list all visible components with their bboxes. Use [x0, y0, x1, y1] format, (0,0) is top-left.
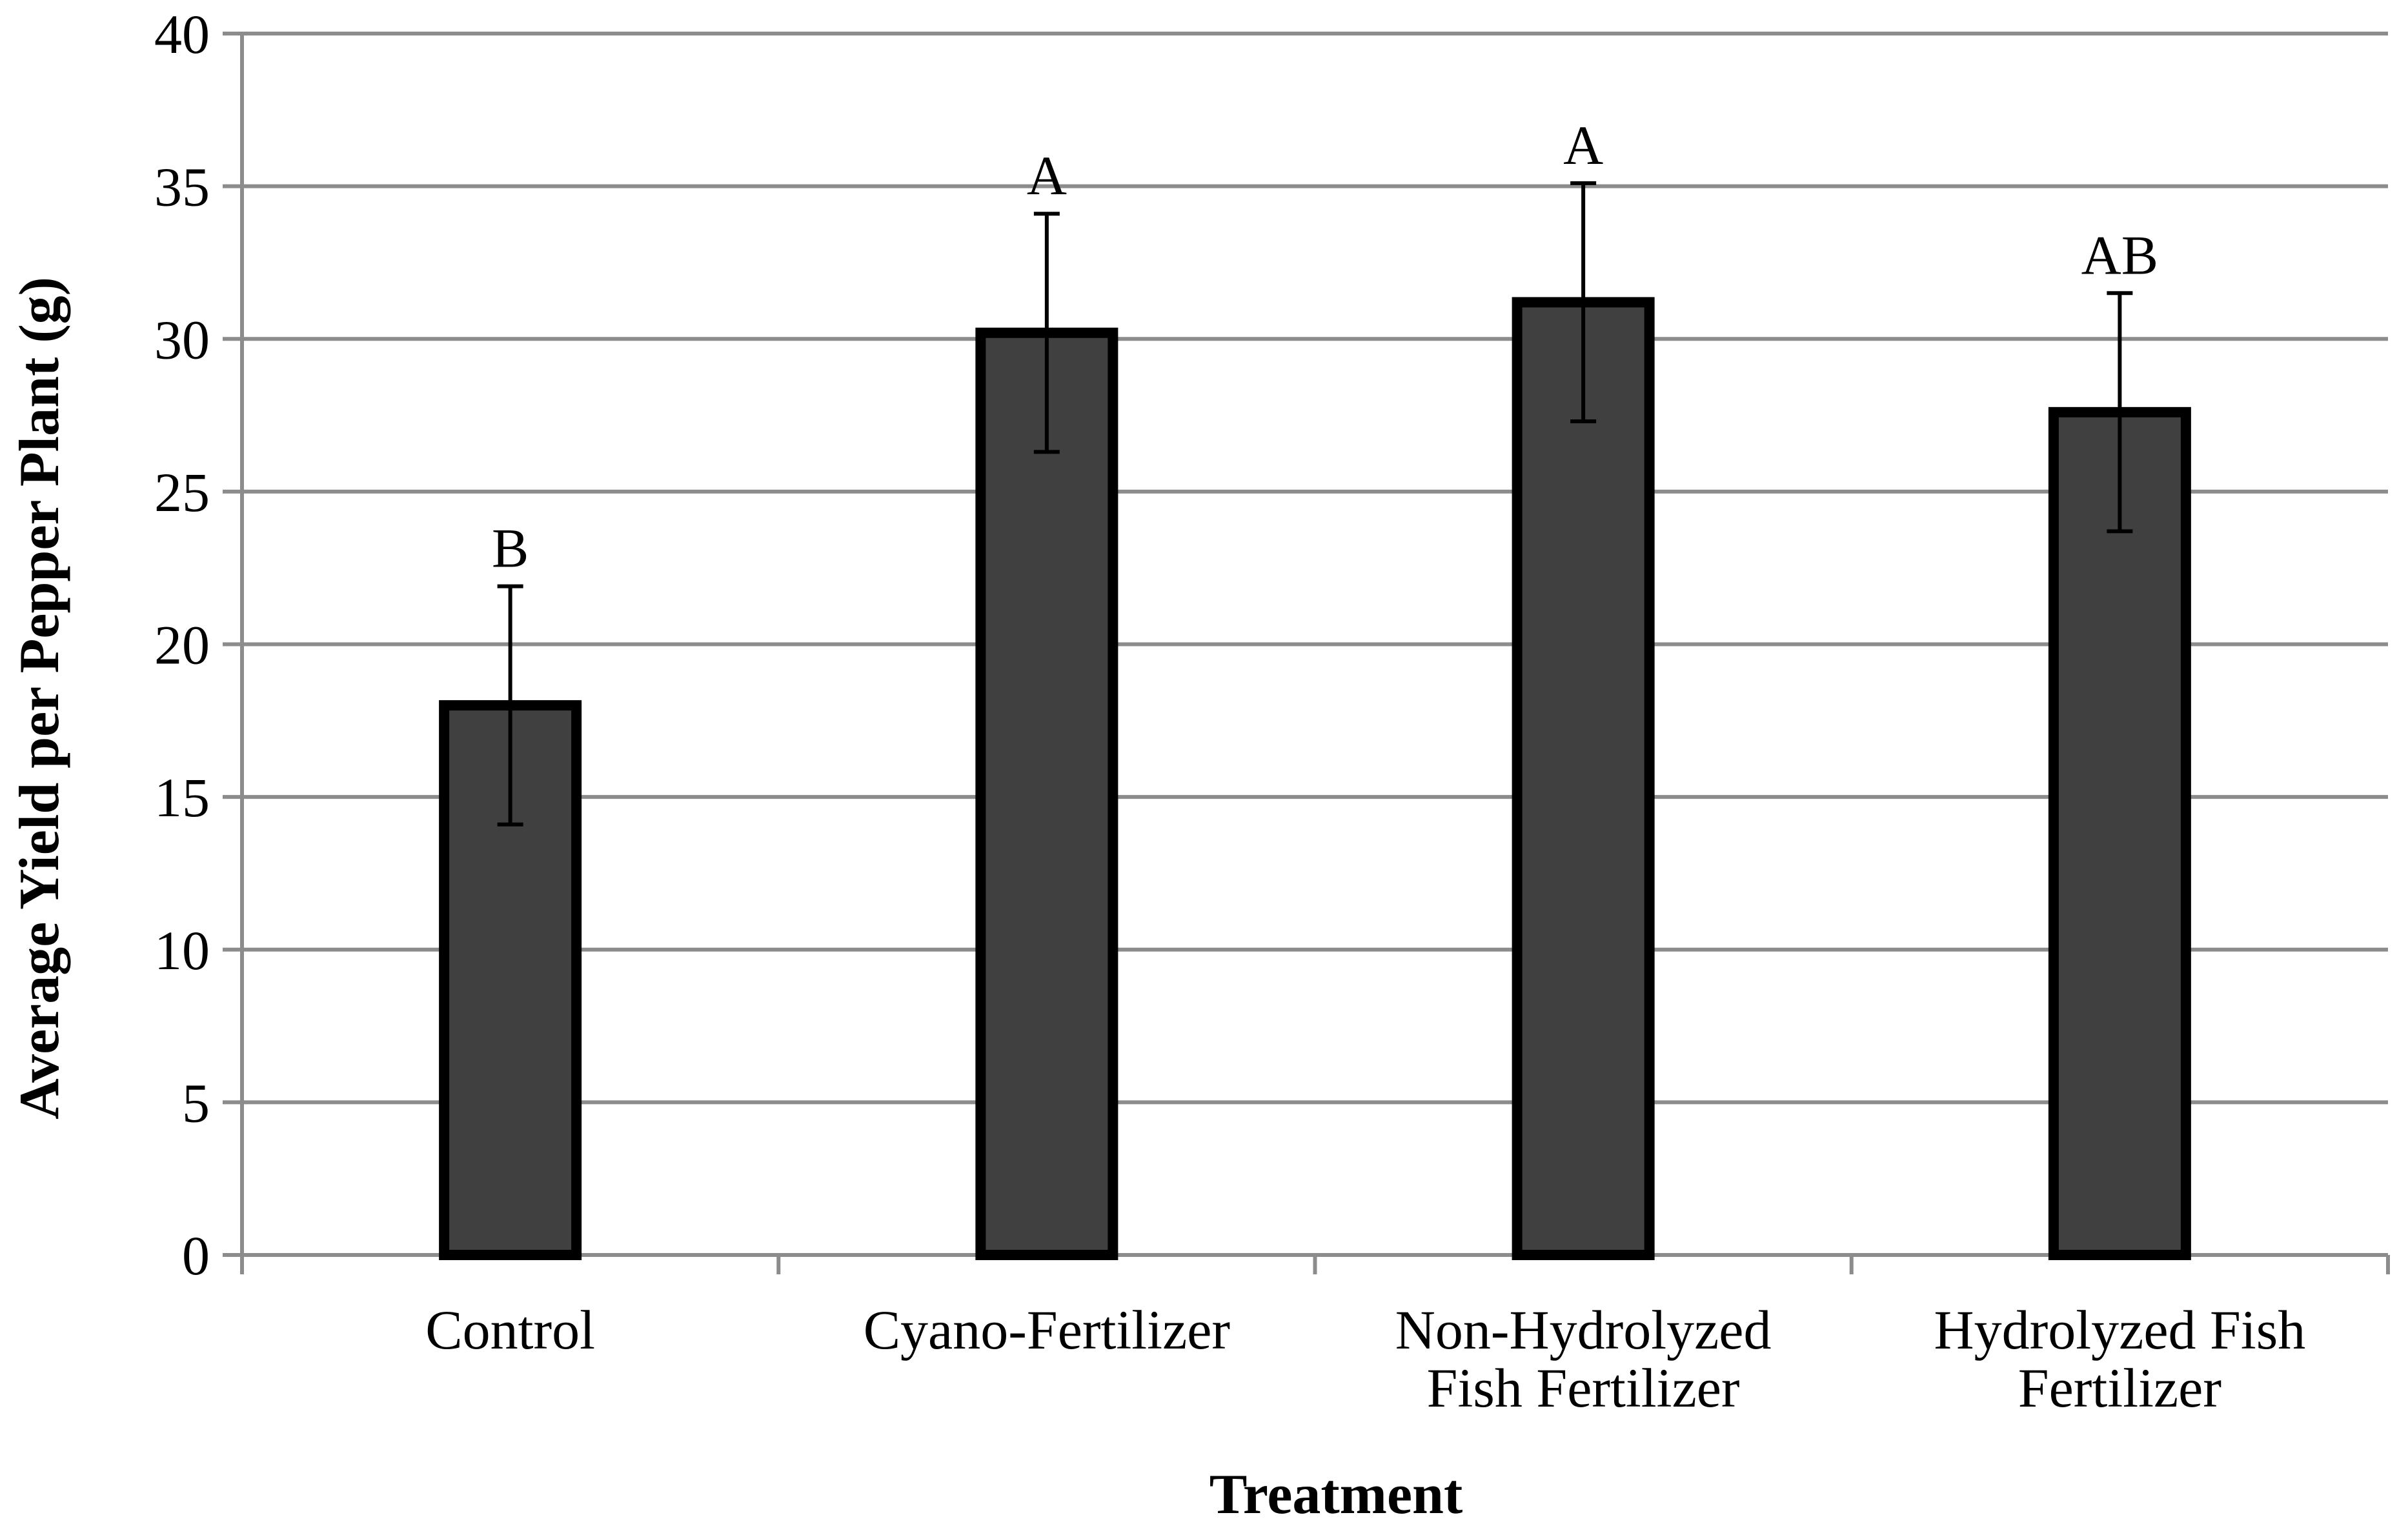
- significance-label-0: B: [492, 517, 529, 579]
- category-label-line: Hydrolyzed Fish: [1934, 1299, 2306, 1361]
- category-label-line: Cyano-Fertilizer: [864, 1299, 1230, 1361]
- y-tick-label-25: 25: [154, 461, 210, 523]
- category-label-line: Control: [425, 1299, 595, 1361]
- category-label-1: Cyano-Fertilizer: [864, 1299, 1230, 1361]
- y-tick-label-20: 20: [154, 614, 210, 676]
- category-label-line: Fish Fertilizer: [1427, 1357, 1740, 1419]
- category-label-0: Control: [425, 1299, 595, 1361]
- y-tick-label-30: 30: [154, 308, 210, 370]
- y-axis-title: Average Yield per Pepper Plant (g): [8, 277, 71, 1119]
- category-label-3: Hydrolyzed Fish Fertilizer: [1934, 1299, 2306, 1419]
- significance-label-2: A: [1563, 114, 1603, 176]
- category-label-2: Non-Hydrolyzed Fish Fertilizer: [1395, 1299, 1772, 1419]
- category-label-line: Non-Hydrolyzed: [1395, 1299, 1772, 1361]
- y-tick-label-15: 15: [154, 767, 210, 828]
- y-tick-label-5: 5: [182, 1072, 210, 1134]
- bars: [439, 297, 2191, 1261]
- y-tick-label-40: 40: [154, 3, 210, 65]
- axes: [223, 32, 2390, 1274]
- significance-label-1: A: [1027, 145, 1067, 206]
- x-axis-title: Treatment: [1209, 1463, 1463, 1526]
- bar-3: [2048, 406, 2191, 1261]
- error-bars: [497, 181, 2133, 827]
- gridlines: [242, 32, 2388, 1105]
- y-tick-label-35: 35: [154, 156, 210, 218]
- y-tick-label-0: 0: [182, 1225, 210, 1287]
- y-tick-label-10: 10: [154, 919, 210, 981]
- bar-1: [975, 327, 1118, 1260]
- labels: 0 5 10 15 20 25 30 35 40 B Control A Cyano-Fertilize…: [154, 3, 2305, 1419]
- bar-2: [1512, 297, 1655, 1261]
- category-label-line: Fertilizer: [2018, 1357, 2221, 1419]
- significance-label-3: AB: [2081, 224, 2158, 286]
